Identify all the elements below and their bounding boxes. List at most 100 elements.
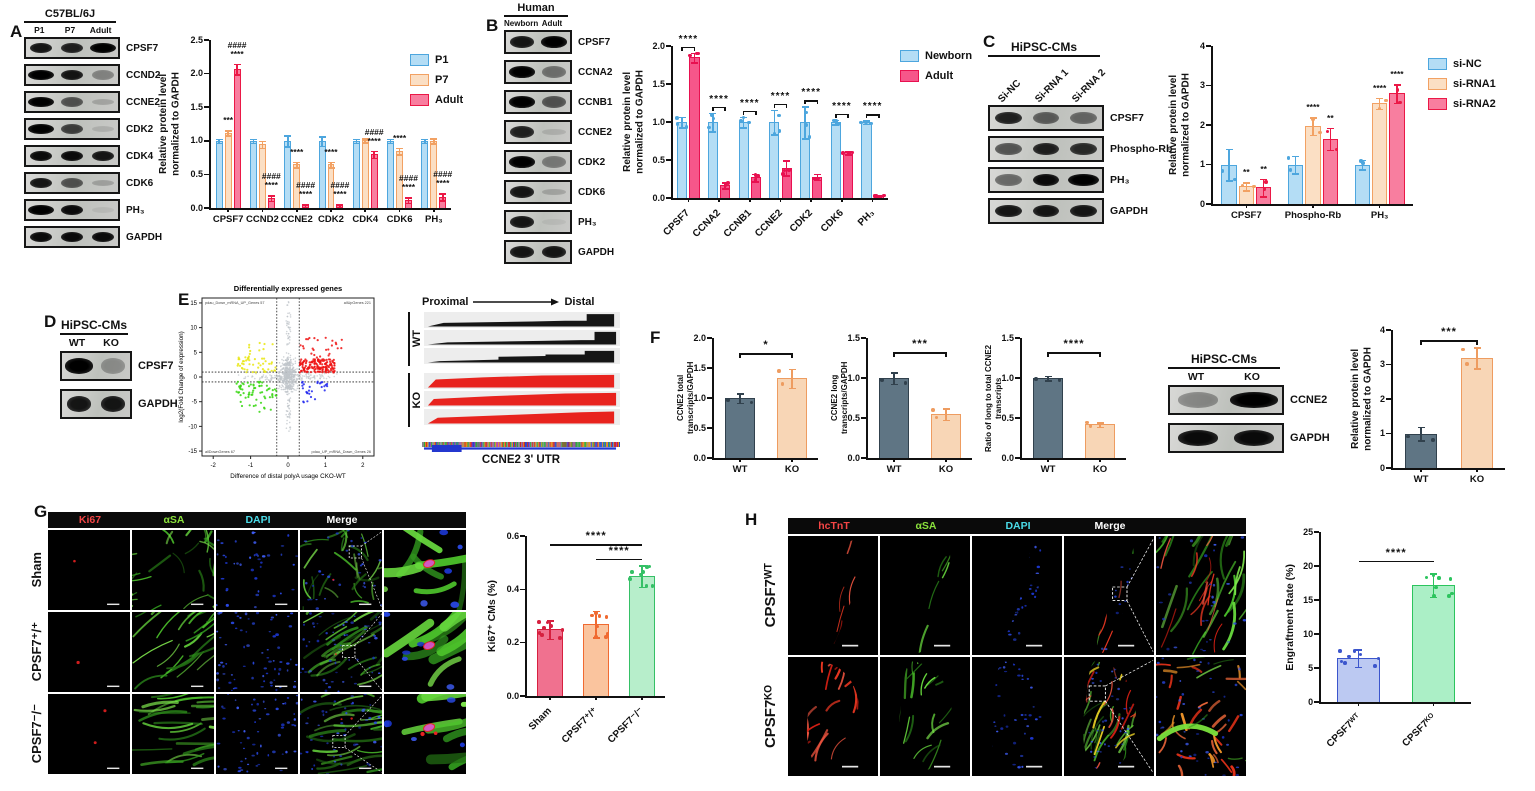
error-cap — [224, 130, 232, 132]
blot-row-label: CPSF7 — [126, 42, 159, 54]
y-tick — [861, 457, 866, 459]
blot-row-label: GAPDH — [138, 398, 178, 410]
error-cap — [942, 419, 950, 422]
legend-c: si-NC si-RNA1 si-RNA2 — [1428, 58, 1496, 110]
if-row-labels: Sham CPSF7⁺/⁺ CPSF7⁻/⁻ — [24, 530, 48, 776]
blot-row-label: CCNE2 — [126, 96, 160, 108]
x-tick — [1476, 468, 1478, 472]
data-point — [1057, 378, 1062, 383]
panel-c-letter: C — [983, 32, 996, 51]
blot-lane — [96, 391, 130, 417]
coverage-track — [424, 391, 620, 407]
bar — [677, 122, 688, 198]
if-tile — [880, 536, 970, 655]
error-bar — [330, 161, 332, 167]
legend-swatch — [900, 50, 919, 62]
sig-text: **** — [709, 93, 729, 105]
y-tick — [520, 588, 526, 591]
error-cap — [215, 138, 223, 141]
blot-band — [1032, 204, 1060, 218]
y-tick-label: 1.0 — [1001, 372, 1014, 383]
sig-label: #### **** — [330, 179, 350, 199]
data-point — [1358, 652, 1363, 657]
sig-bracket — [596, 558, 643, 561]
sig-text: **** — [608, 544, 630, 557]
error-cap — [1355, 666, 1363, 669]
bar-chart-c: Relative protein level normalized to GAP… — [1168, 41, 1413, 221]
tracks-header: Proximal Distal — [408, 296, 620, 308]
data-point — [1361, 160, 1365, 165]
blot-band — [100, 358, 126, 374]
blot-row: CCNE2 — [1168, 385, 1330, 415]
x-tick — [1047, 458, 1049, 462]
tracks — [424, 373, 620, 427]
error-cap — [439, 193, 447, 195]
y-tick — [1386, 467, 1391, 469]
if-header-label: DAPI — [1005, 520, 1031, 532]
error-cap — [318, 145, 326, 148]
error-bar — [773, 109, 776, 135]
y-tick — [1015, 337, 1020, 339]
error-bar — [549, 620, 551, 639]
error-cap — [404, 202, 412, 205]
error-bar — [681, 116, 683, 128]
y-tick-label: 0.0 — [693, 452, 706, 463]
x-tick — [398, 208, 401, 212]
sig-bracket-end — [865, 114, 868, 119]
y-tick — [666, 83, 671, 85]
blot-box — [988, 136, 1104, 162]
blot-lane — [57, 147, 88, 165]
lane-label: P1 — [34, 25, 45, 35]
sig-bracket — [1421, 340, 1477, 342]
error-cap — [875, 196, 883, 199]
plot-area: 0 1 2 3 4 ** ** **** ** **** **** CPSF7 Phospho-Rb PH… — [1200, 41, 1413, 221]
gene-model-track — [422, 440, 620, 452]
bar — [861, 122, 872, 198]
data-point — [595, 624, 600, 629]
proximal-label: Proximal — [422, 296, 469, 308]
blot-band — [508, 96, 536, 108]
plot-area: 0 1 2 3 4 *** WT KO — [1380, 325, 1505, 485]
blot-row: CDK6 — [24, 172, 162, 194]
y-tick — [204, 173, 209, 176]
error-cap — [1376, 97, 1384, 100]
error-cap — [396, 147, 404, 150]
y-tick-label: 4 — [1199, 40, 1205, 51]
data-point — [756, 174, 761, 178]
blot-lane — [26, 93, 57, 111]
blot-row-label: CCND2 — [126, 69, 161, 81]
y-tick — [1314, 531, 1320, 533]
blot-box — [24, 199, 120, 221]
blot-box — [1168, 423, 1284, 453]
data-point — [931, 407, 935, 412]
sig-bracket-end — [693, 46, 696, 51]
error-bar — [641, 565, 643, 587]
x-tick — [1312, 204, 1314, 208]
error-cap — [875, 194, 883, 197]
error-cap — [336, 206, 344, 209]
error-cap — [327, 167, 335, 169]
blot-lane — [990, 138, 1027, 160]
error-bar — [1357, 648, 1360, 667]
blot-band — [100, 396, 126, 412]
legend-swatch — [900, 70, 919, 82]
blot-band — [91, 69, 114, 81]
blot-band — [1032, 111, 1060, 125]
bar-chart-f2: CCNE2 long transcripts/GAPDH 0.0 0.5 1.0 1.5… — [830, 333, 972, 475]
blot-band — [28, 204, 55, 216]
blot-lane — [990, 169, 1027, 191]
blot-band — [540, 36, 568, 48]
coverage-track — [424, 409, 620, 425]
data-point — [882, 193, 887, 198]
error-bar — [693, 52, 696, 62]
data-point — [787, 168, 791, 172]
western-blot-d: HiPSC-CMs WT KO CPSF7 GAPDH — [60, 318, 178, 427]
if-tile — [216, 693, 300, 774]
data-point — [536, 620, 541, 624]
sig-label: **** — [392, 132, 407, 143]
data-point — [1088, 424, 1093, 428]
sig-bracket-end — [893, 352, 895, 358]
blot-lane — [1027, 107, 1064, 129]
svg-text:5: 5 — [194, 350, 198, 356]
blot-row-label: CPSF7 — [1110, 112, 1144, 124]
